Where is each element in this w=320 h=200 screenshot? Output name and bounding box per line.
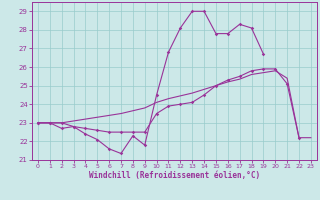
X-axis label: Windchill (Refroidissement éolien,°C): Windchill (Refroidissement éolien,°C) [89,171,260,180]
